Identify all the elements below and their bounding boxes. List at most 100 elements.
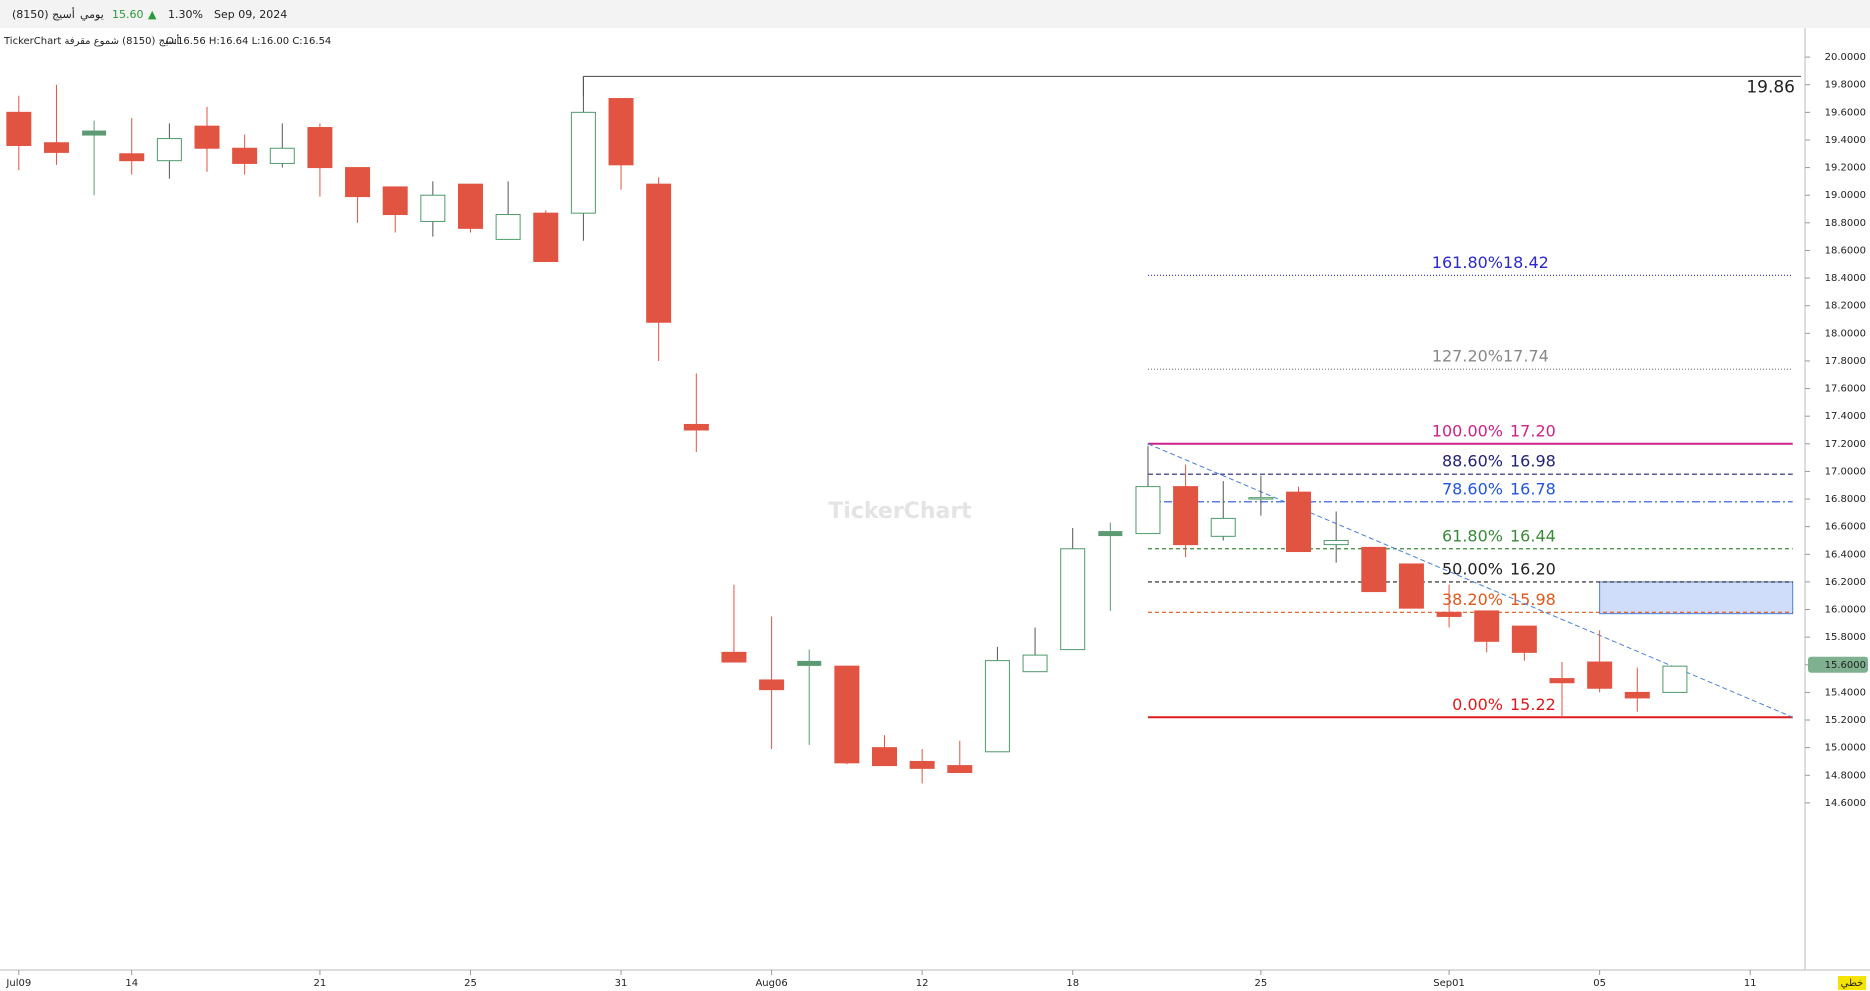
candle-body — [947, 765, 973, 774]
fib-value: 16.20 — [1510, 559, 1556, 578]
y-tick-label: 16.4000 — [1825, 549, 1866, 560]
zone — [1599, 581, 1794, 615]
fib-percent: 88.60% — [1442, 452, 1503, 471]
candle-body — [382, 186, 408, 216]
y-tick-label: 20.0000 — [1825, 52, 1866, 63]
fib-percent: 100.00% — [1432, 421, 1503, 440]
y-tick-label: 18.6000 — [1825, 245, 1866, 256]
y-tick-label: 15.2000 — [1825, 715, 1866, 726]
y-tick-label: 18.8000 — [1825, 218, 1866, 229]
candle-body — [156, 138, 182, 162]
x-tick-label: Jul09 — [5, 978, 31, 989]
fib-value: 17.74 — [1503, 347, 1549, 366]
candle-body — [533, 212, 559, 262]
candle-body — [1436, 611, 1462, 617]
fib-percent: 50.00% — [1442, 559, 1503, 578]
y-tick-label: 19.0000 — [1825, 190, 1866, 201]
candle-body — [1210, 517, 1236, 537]
y-tick-label: 16.8000 — [1825, 494, 1866, 505]
candle-body — [721, 651, 747, 663]
mode-badge — [1838, 976, 1866, 990]
y-tick-label: 19.4000 — [1825, 135, 1866, 146]
candle-body — [345, 167, 371, 198]
candle-body — [232, 147, 258, 164]
fib-value: 15.98 — [1510, 590, 1556, 609]
candle-body — [608, 98, 634, 166]
candle-body — [1474, 610, 1500, 642]
y-tick-label: 18.4000 — [1825, 273, 1866, 284]
candle-body — [1511, 625, 1537, 653]
x-tick-label: 31 — [615, 978, 628, 989]
candle-body — [1624, 691, 1650, 699]
y-tick-label: 17.2000 — [1825, 439, 1866, 450]
candle-body — [43, 142, 69, 153]
last-price-badge — [1808, 656, 1868, 673]
y-tick-label: 15.8000 — [1825, 632, 1866, 643]
date: Sep 09, 2024 — [214, 8, 287, 21]
candle-body — [646, 183, 672, 323]
y-tick-label: 16.0000 — [1825, 605, 1866, 616]
price: 15.60 — [112, 8, 144, 21]
y-tick-label: 19.2000 — [1825, 163, 1866, 174]
candle-body — [797, 660, 822, 666]
fib-value: 15.22 — [1510, 695, 1556, 714]
y-tick-label: 18.2000 — [1825, 301, 1866, 312]
y-tick-label: 18.0000 — [1825, 328, 1866, 339]
candle-body — [1398, 563, 1424, 609]
y-tick-label: 19.8000 — [1825, 80, 1866, 91]
fib-percent: 161.80% — [1432, 253, 1503, 272]
x-tick-label: 12 — [916, 978, 929, 989]
header-bar — [0, 0, 1870, 28]
candle-body — [1549, 678, 1575, 684]
fib-percent: 61.80% — [1442, 526, 1503, 545]
high-line-label: 19.86 — [1746, 77, 1795, 97]
fib-value: 18.42 — [1503, 253, 1549, 272]
candle-body — [1060, 548, 1086, 651]
y-tick-label: 16.6000 — [1825, 522, 1866, 533]
candle-body — [307, 127, 333, 169]
fib-percent: 78.60% — [1442, 479, 1503, 498]
candle-body — [984, 660, 1010, 753]
symbol: أسيج (8150) — [12, 7, 75, 21]
candle-body — [420, 194, 446, 222]
x-tick-label: 25 — [464, 978, 477, 989]
fib-percent: 127.20% — [1432, 347, 1503, 366]
study: TickerChart أسيج (8150) شموع مقرفة — [3, 34, 179, 47]
candle-body — [82, 130, 107, 136]
candle-body — [570, 111, 596, 214]
y-tick-label: 15.4000 — [1825, 687, 1866, 698]
candle-body — [1662, 665, 1688, 693]
candle-body — [1587, 661, 1613, 689]
y-tick-label: 17.8000 — [1825, 356, 1866, 367]
fib-percent: 38.20% — [1442, 590, 1503, 609]
ohlc: O:16.56 H:16.64 L:16.00 C:16.54 — [166, 36, 331, 47]
change: 1.30% — [168, 8, 203, 21]
y-tick-label: 19.6000 — [1825, 107, 1866, 118]
candle-body — [1135, 486, 1161, 535]
watermark: TickerChart — [828, 499, 972, 524]
y-tick-label: 17.0000 — [1825, 466, 1866, 477]
period: يومي — [80, 8, 104, 21]
candle-body — [1173, 486, 1199, 546]
candle-body — [1323, 539, 1349, 546]
mode: خطي — [1841, 978, 1864, 989]
candle-body — [119, 153, 145, 162]
x-tick-label: Aug06 — [755, 978, 787, 989]
x-tick-label: Sep01 — [1433, 978, 1465, 989]
last-price-label: 15.6000 — [1825, 660, 1866, 671]
candle-body — [1098, 531, 1123, 537]
candle-body — [457, 183, 483, 229]
x-tick-label: 18 — [1066, 978, 1079, 989]
fib-value: 16.44 — [1510, 526, 1556, 545]
candle-body — [269, 147, 295, 164]
candle-body — [872, 747, 898, 767]
candle-body — [1286, 491, 1312, 553]
y-tick-label: 15.0000 — [1825, 743, 1866, 754]
candle-body — [909, 760, 935, 769]
candle-body — [834, 665, 860, 764]
y-tick-label: 14.8000 — [1825, 770, 1866, 781]
candle-body — [194, 125, 220, 149]
fib-percent: 0.00% — [1452, 695, 1503, 714]
